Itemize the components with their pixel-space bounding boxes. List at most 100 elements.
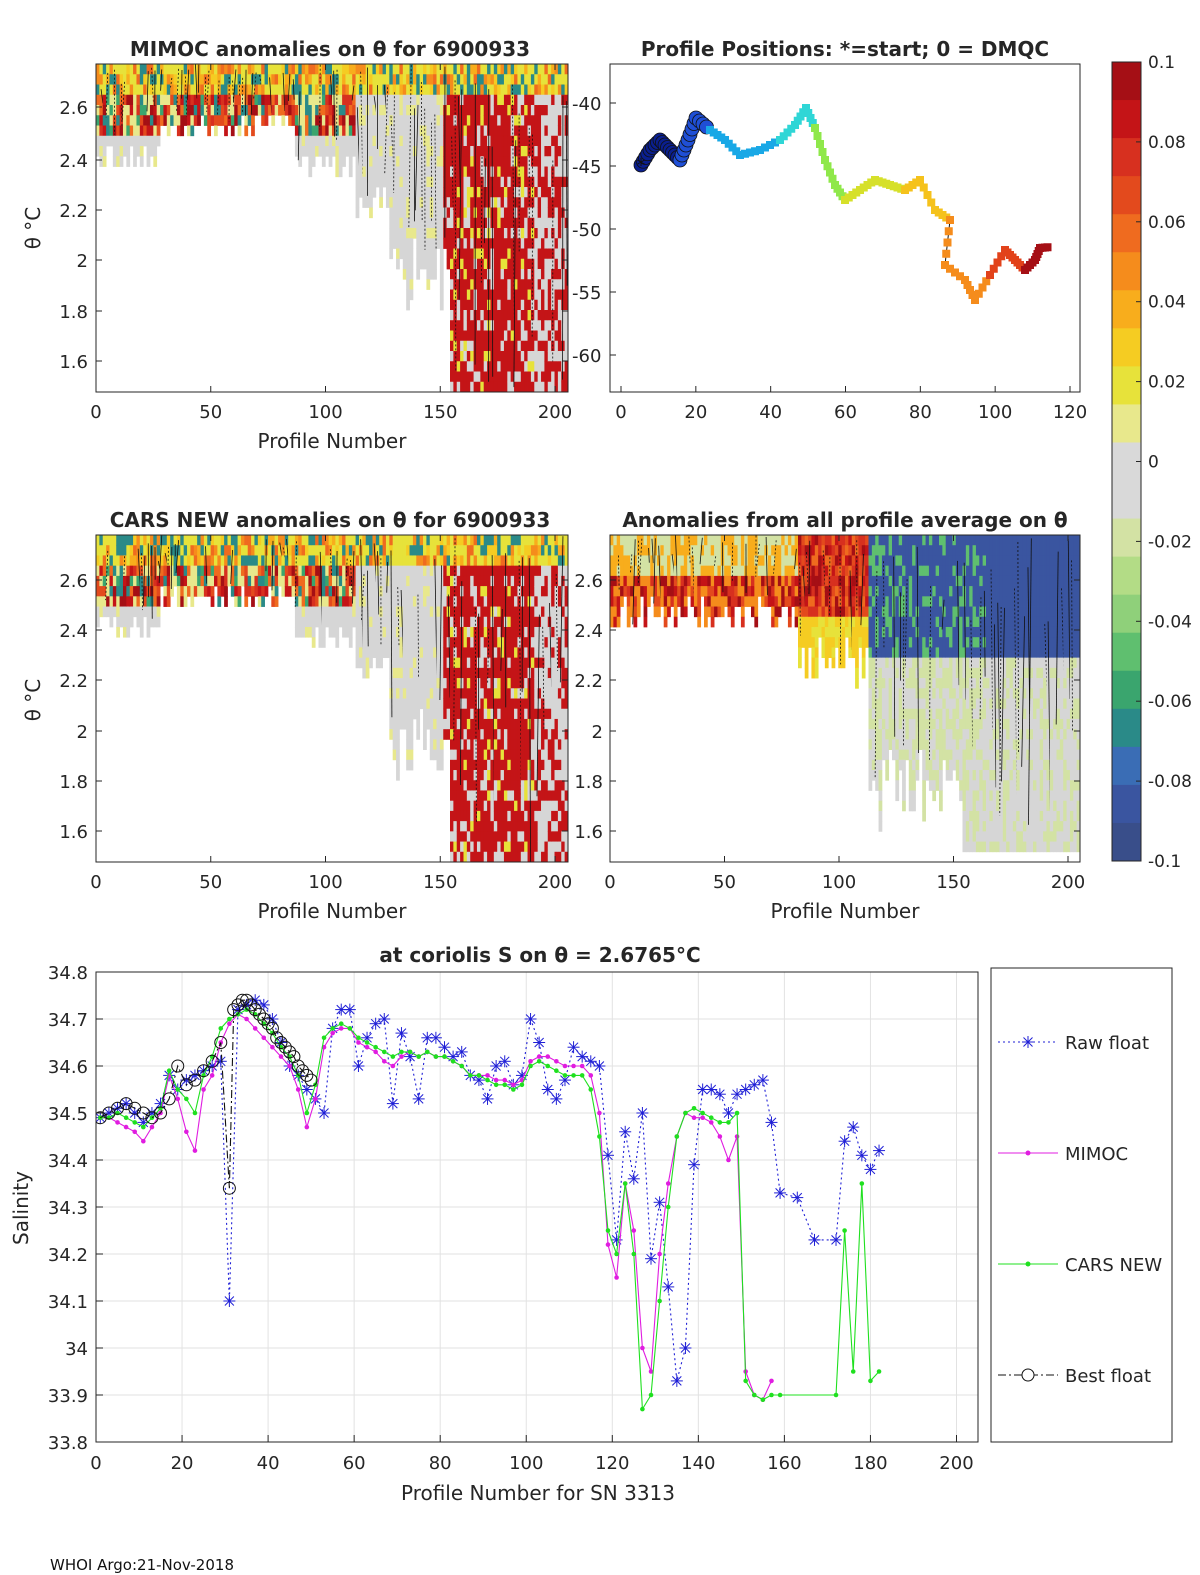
heatmap-cell <box>470 146 474 157</box>
heatmap-cell <box>520 708 525 720</box>
heatmap-cell <box>305 105 309 116</box>
heatmap-cell <box>122 545 127 556</box>
heatmap-cell <box>338 535 343 546</box>
heatmap-cell <box>626 555 631 567</box>
heatmap-cell <box>389 688 394 699</box>
heatmap-cell <box>308 616 313 628</box>
heatmap-cell <box>160 545 164 556</box>
heatmap-cell <box>402 269 407 280</box>
heatmap-cell <box>554 299 559 311</box>
heatmap-cell <box>490 749 495 761</box>
heatmap-cell <box>412 74 417 85</box>
heatmap-cell <box>439 176 444 188</box>
heatmap-cell <box>392 217 397 229</box>
heatmap-cell <box>446 718 451 730</box>
heatmap-cell <box>493 94 498 106</box>
contour-line <box>458 89 463 301</box>
heatmap-cell <box>362 166 367 178</box>
heatmap-cell <box>446 637 451 648</box>
heatmap-cell <box>470 135 474 147</box>
heatmap-cell <box>406 708 410 720</box>
heatmap-cell <box>554 279 559 290</box>
heatmap-cell <box>480 84 485 96</box>
heatmap-cell <box>500 197 505 208</box>
heatmap-cell <box>530 678 535 689</box>
heatmap-cell <box>362 176 367 188</box>
heatmap-cell <box>456 135 461 147</box>
heatmap-cell <box>392 729 397 740</box>
heatmap-cell <box>530 698 535 710</box>
heatmap-cell <box>456 248 461 260</box>
heatmap-cell <box>503 780 508 791</box>
heatmap-cell <box>402 586 407 597</box>
heatmap-cell <box>446 84 451 96</box>
heatmap-cell <box>116 555 120 567</box>
heatmap-cell <box>450 310 454 321</box>
heatmap-cell <box>500 739 505 750</box>
heatmap-cell <box>507 586 512 597</box>
heatmap-cell <box>203 565 208 577</box>
heatmap-cell <box>392 637 397 648</box>
heatmap-cell <box>328 565 333 577</box>
heatmap-cell <box>305 115 309 126</box>
cars-anomaly-panel: CARS NEW anomalies on θ for 6900933 Prof… <box>21 508 572 923</box>
heatmap-cell <box>541 780 545 791</box>
heatmap-cell <box>112 575 117 587</box>
heatmap-cell <box>503 146 508 157</box>
heatmap-cell <box>503 739 508 750</box>
heatmap-cell <box>406 289 410 301</box>
heatmap-cell <box>446 708 451 720</box>
heatmap-cell <box>332 575 336 587</box>
heatmap-cell <box>544 759 549 771</box>
heatmap-cell <box>547 156 552 167</box>
heatmap-cell <box>402 228 407 239</box>
heatmap-cell <box>503 74 508 85</box>
heatmap-cell <box>372 105 377 116</box>
heatmap-cell <box>301 105 306 116</box>
heatmap-cell <box>466 187 471 198</box>
heatmap-cell <box>480 749 485 761</box>
heatmap-cell <box>116 596 120 607</box>
heatmap-cell <box>564 637 568 648</box>
heatmap-cell <box>389 94 394 106</box>
heatmap-cell <box>224 125 228 137</box>
heatmap-cell <box>406 166 410 178</box>
positions-ytick-label: -45 <box>572 157 601 178</box>
heatmap-cell <box>510 371 515 383</box>
heatmap-cell <box>487 555 491 567</box>
heatmap-cell <box>122 115 127 126</box>
heatmap-cell <box>109 586 114 597</box>
heatmap-cell <box>534 176 539 188</box>
heatmap-cell <box>325 64 330 75</box>
heatmap-cell <box>342 156 346 167</box>
heatmap-cell <box>537 749 542 761</box>
heatmap-cell <box>180 535 185 546</box>
heatmap-cell <box>180 545 185 556</box>
heatmap-cell <box>480 371 485 383</box>
heatmap-cell <box>308 115 313 126</box>
heatmap-cell <box>247 575 252 587</box>
heatmap-cell <box>541 310 545 321</box>
heatmap-cell <box>460 708 464 720</box>
heatmap-cell <box>190 105 195 116</box>
heatmap-cell <box>119 74 124 85</box>
heatmap-cell <box>372 596 377 607</box>
heatmap-cell <box>439 299 444 311</box>
heatmap-cell <box>237 74 242 85</box>
heatmap-cell <box>399 146 404 157</box>
heatmap-cell <box>514 647 518 659</box>
heatmap-cell <box>544 851 549 862</box>
heatmap-cell <box>483 841 488 853</box>
heatmap-cell <box>126 115 131 126</box>
heatmap-cell <box>541 299 545 311</box>
heatmap-cell <box>439 637 444 648</box>
heatmap-cell <box>399 616 404 628</box>
heatmap-cell <box>483 749 488 761</box>
heatmap-cell <box>460 545 464 556</box>
heatmap-cell <box>613 606 618 618</box>
heatmap-cell <box>547 657 552 669</box>
heatmap-cell <box>325 146 330 157</box>
heatmap-cell <box>402 64 407 75</box>
colorbar-swatch <box>1112 670 1141 710</box>
heatmap-cell <box>564 197 568 208</box>
